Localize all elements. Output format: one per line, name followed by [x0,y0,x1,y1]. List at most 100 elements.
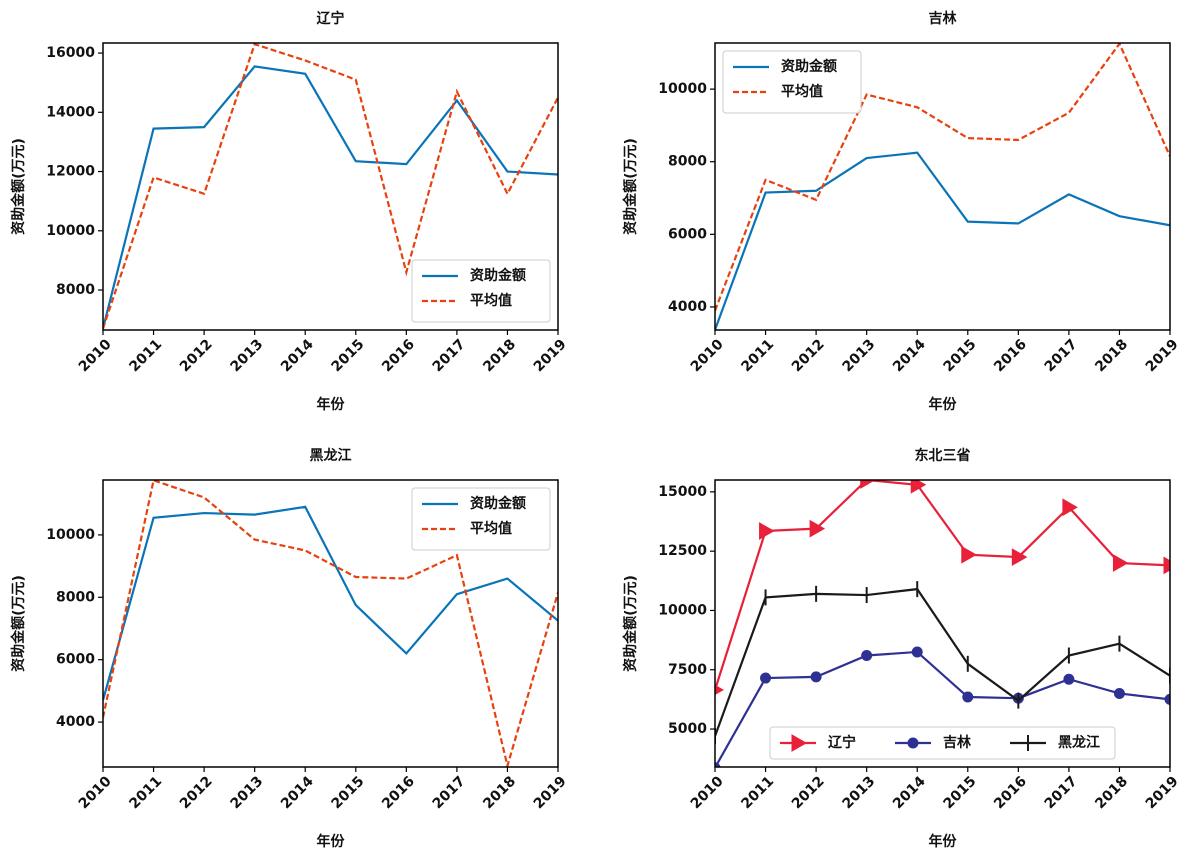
x-axis-label: 年份 [317,833,346,850]
x-axis-label: 年份 [317,396,346,413]
y-axis-label: 资助金额(万元) [622,138,639,235]
marker [810,671,822,683]
x-tick-label: 2016 [379,773,418,812]
legend-marker [791,734,808,752]
plot-area [103,480,558,767]
marker [1113,687,1125,699]
x-tick-label: 2017 [1042,773,1081,812]
y-tick-label: 14000 [46,104,95,120]
y-tick-label: 7500 [668,662,707,678]
x-tick-label: 2016 [379,336,418,375]
legend-label: 黑龙江 [1058,734,1100,751]
x-tick-label: 2011 [738,336,777,375]
x-tick-label: 2012 [177,336,216,375]
plot-area [715,480,1170,767]
x-tick-label: 2019 [531,336,570,375]
marker [809,519,826,538]
y-tick-label: 8000 [56,589,95,605]
marker [1164,693,1170,705]
marker [1163,556,1170,575]
marker [760,672,772,684]
x-tick-label: 2011 [738,773,777,812]
x-tick-label: 2014 [890,773,929,812]
subplot-title: 吉林 [929,10,957,27]
x-tick-label: 2014 [278,336,317,375]
x-tick-label: 2012 [789,336,828,375]
axes-frame [102,42,559,331]
legend-label: 辽宁 [828,734,856,751]
line-series [103,480,558,767]
x-tick-label: 2011 [126,773,165,812]
marker [910,480,927,494]
line-series [715,650,1170,767]
x-tick-label: 2013 [227,773,266,812]
x-tick-label: 2018 [480,336,519,375]
y-tick-label: 6000 [668,226,707,242]
y-tick-label: 10000 [46,223,95,239]
y-tick-label: 5000 [668,721,707,737]
axes-frame [102,479,559,768]
legend-label: 资助金额 [781,58,837,75]
y-tick-label: 12000 [46,164,95,180]
y-axis-label: 资助金额(万元) [622,575,639,672]
x-tick-label: 2013 [839,773,878,812]
marker [1062,498,1078,517]
marker [861,650,873,662]
x-tick-label: 2012 [789,773,828,812]
marker [715,762,721,767]
y-tick-label: 6000 [56,652,95,668]
y-tick-label: 10000 [658,602,707,618]
marker [715,684,725,696]
legend-label: 平均值 [470,520,512,537]
y-tick-label: 4000 [668,299,707,315]
x-tick-label: 2019 [1143,773,1182,812]
legend-label: 资助金额 [470,495,526,512]
x-tick-label: 2015 [329,773,368,812]
marker [911,646,923,658]
x-tick-label: 2014 [890,336,929,375]
marker [962,691,974,703]
y-tick-label: 16000 [46,45,95,61]
x-tick-label: 2015 [329,336,368,375]
subplot-title: 东北三省 [915,447,971,464]
axes-frame [714,42,1171,331]
x-tick-label: 2018 [480,773,519,812]
x-tick-label: 2012 [177,773,216,812]
plot-area [103,43,558,329]
marker [759,522,775,540]
y-tick-label: 15000 [658,484,707,500]
line-series [715,43,1170,311]
legend-marker [907,737,919,749]
x-tick-label: 2015 [941,336,980,375]
x-tick-label: 2017 [1042,336,1081,375]
x-tick-label: 2018 [1092,773,1131,812]
x-axis-label: 年份 [929,396,958,413]
marker [1011,548,1028,566]
axes-frame [714,479,1171,768]
x-tick-label: 2010 [688,336,727,375]
marker [1112,554,1129,572]
line-series [715,587,1170,737]
x-tick-label: 2013 [227,336,266,375]
line-series [103,505,558,701]
y-tick-label: 4000 [56,714,95,730]
y-tick-label: 12500 [658,543,707,559]
x-axis-label: 年份 [929,833,958,850]
line-series [103,43,558,329]
y-tick-label: 8000 [56,282,95,298]
x-tick-label: 2019 [1143,336,1182,375]
x-tick-label: 2017 [430,336,469,375]
y-tick-label: 8000 [668,154,707,170]
x-tick-label: 2010 [688,773,727,812]
x-tick-label: 2016 [991,336,1030,375]
line-series [715,151,1170,330]
x-tick-label: 2016 [991,773,1030,812]
x-tick-label: 2010 [76,336,115,375]
legend: 辽宁 吉林 黑龙江 [769,726,1116,760]
x-tick-label: 2014 [278,773,317,812]
x-tick-label: 2010 [76,773,115,812]
line-series [715,480,1170,691]
